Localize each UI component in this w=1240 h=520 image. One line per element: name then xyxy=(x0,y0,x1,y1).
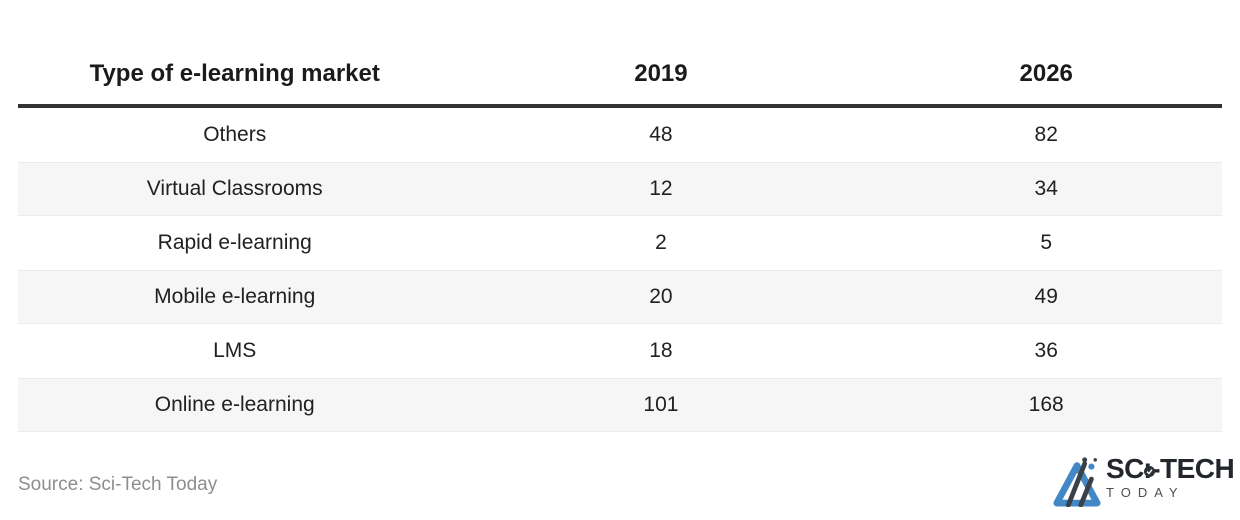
row-label: Online e-learning xyxy=(154,393,315,417)
column-header-2019: 2019 xyxy=(634,60,688,88)
logo-text: SCı-TECH TODAY xyxy=(1106,453,1235,500)
source-attribution: Source: Sci-Tech Today xyxy=(18,474,218,495)
logo-brand-tech: -TECH xyxy=(1151,453,1235,484)
cell-2026: 36 xyxy=(1034,339,1058,363)
logo-brand-sc: SC xyxy=(1106,453,1144,484)
cell-2026: 49 xyxy=(1034,285,1058,309)
table-row: Mobile e-learning 20 49 xyxy=(18,270,1222,324)
table-row: Online e-learning 101 168 xyxy=(18,378,1222,432)
elearning-market-table: Type of e-learning market 2019 2026 Othe… xyxy=(18,45,1222,432)
table-header-row: Type of e-learning market 2019 2026 xyxy=(18,45,1222,108)
column-header-type: Type of e-learning market xyxy=(89,60,380,88)
row-label: Mobile e-learning xyxy=(154,285,316,309)
cell-2019: 20 xyxy=(649,285,673,309)
cell-2019: 18 xyxy=(649,339,673,363)
cell-2019: 101 xyxy=(643,393,679,417)
check-circle-icon xyxy=(1143,454,1155,482)
cell-2019: 48 xyxy=(649,123,673,147)
table-row: Others 48 82 xyxy=(18,108,1222,162)
row-label: Virtual Classrooms xyxy=(146,177,323,201)
table-row: LMS 18 36 xyxy=(18,324,1222,378)
cell-2026: 34 xyxy=(1034,177,1058,201)
scitech-today-logo: SCı-TECH TODAY xyxy=(1053,453,1235,512)
scitech-logo-icon xyxy=(1053,455,1101,512)
logo-brand-name: SCı-TECH xyxy=(1106,453,1235,484)
cell-2026: 82 xyxy=(1034,123,1058,147)
logo-tagline: TODAY xyxy=(1106,485,1185,500)
table-row: Rapid e-learning 2 5 xyxy=(18,216,1222,270)
row-label: LMS xyxy=(213,339,257,363)
row-label: Rapid e-learning xyxy=(157,231,312,255)
table-row: Virtual Classrooms 12 34 xyxy=(18,162,1222,216)
cell-2026: 168 xyxy=(1028,393,1064,417)
cell-2019: 12 xyxy=(649,177,673,201)
cell-2026: 5 xyxy=(1040,231,1053,255)
cell-2019: 2 xyxy=(655,231,667,255)
row-label: Others xyxy=(203,123,267,147)
table-body: Others 48 82 Virtual Classrooms 12 34 Rapid e-… xyxy=(18,108,1222,432)
logo-brand-i: ı xyxy=(1143,455,1155,483)
column-header-2026: 2026 xyxy=(1019,60,1073,88)
